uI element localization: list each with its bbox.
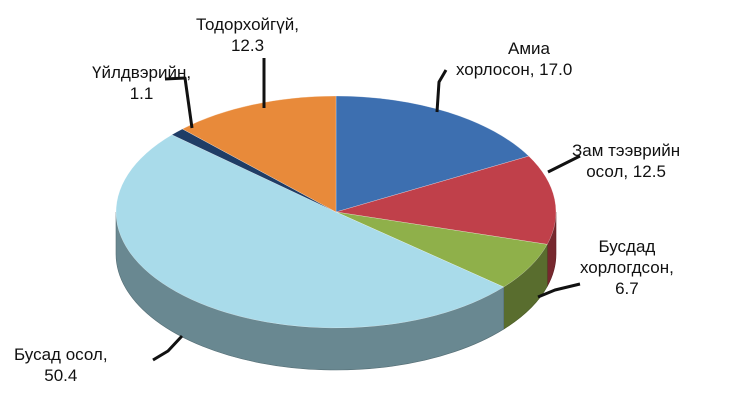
- leader-line-зам-тээврийн-осол: [547, 154, 581, 174]
- label-busad-osol: Бусад осол, 50.4: [14, 345, 108, 385]
- leader-line-бусдад-хорлогдсон: [537, 282, 581, 299]
- label-busdad-horlogdson: Бусдад хорлогдсон, 6.7: [580, 237, 674, 298]
- label-zam-teevriin: Зам тээврийн осол, 12.5: [572, 141, 681, 181]
- pie-slice-амиа-хорлосон: [335, 95, 530, 213]
- leader-line-бусад-осол: [152, 334, 184, 362]
- pie-slice-бусад-осол: [115, 134, 505, 329]
- label-uildveriin: Үйлдвэрийн, 1.1: [92, 63, 192, 103]
- label-amia-horloson: Амиа хорлосон, 17.0: [456, 39, 573, 79]
- pie-slice-зам-тээврийн-осол: [335, 155, 557, 245]
- pie-slices: [115, 95, 557, 329]
- label-todorhoigui: Тодорхойгүй, 12.3: [196, 15, 299, 55]
- leader-line-үйлдвэрийн: [164, 76, 194, 129]
- leader-line-амиа-хорлосон: [435, 69, 448, 113]
- leader-lines: [152, 58, 581, 362]
